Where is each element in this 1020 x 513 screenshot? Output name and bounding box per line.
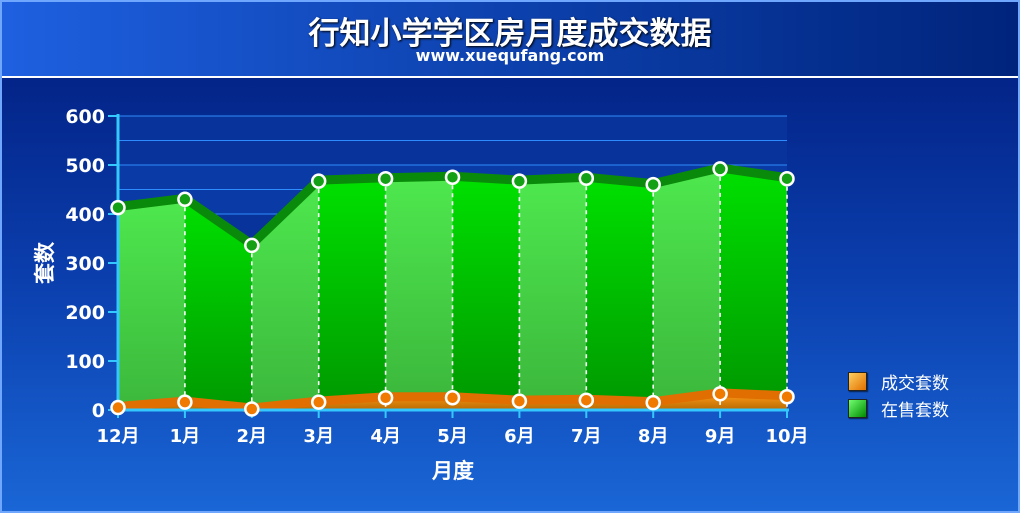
chart-subtitle: www.xuequfang.com: [415, 46, 605, 65]
data-point-deals: [511, 393, 528, 409]
data-point-listings: [779, 170, 795, 187]
legend-label-deals: 成交套数: [881, 374, 949, 394]
x-tick-label: 8月: [638, 426, 669, 447]
data-point-deals: [110, 399, 126, 416]
chart-legend: 成交套数 在售套数: [848, 368, 949, 422]
y-tick-label: 400: [65, 204, 105, 226]
legend-swatch-deals: [848, 372, 867, 391]
data-point-deals: [244, 401, 260, 417]
data-point-listings: [645, 176, 661, 193]
area-segment-listings: [118, 199, 185, 408]
x-tick-label: 5月: [437, 426, 468, 447]
data-point-listings: [712, 161, 728, 177]
data-point-deals: [177, 394, 193, 410]
data-point-listings: [444, 169, 461, 185]
data-point-listings: [377, 170, 394, 187]
x-tick-label: 10月: [765, 426, 808, 447]
legend-swatch-listings: [848, 399, 867, 418]
y-tick-label: 100: [65, 351, 105, 373]
area-segment-listings: [586, 178, 654, 403]
area-segment-listings: [452, 177, 520, 402]
area-segment-listings: [251, 181, 319, 410]
y-tick-label: 200: [65, 302, 105, 324]
x-tick-label: 12月: [96, 426, 139, 447]
legend-label-listings: 在售套数: [881, 401, 949, 421]
x-tick-label: 7月: [571, 426, 602, 447]
legend-item-deals: 成交套数: [848, 368, 949, 395]
data-point-listings: [578, 170, 595, 186]
y-tick-label: 0: [92, 400, 105, 422]
area-segment-listings: [184, 199, 252, 410]
area-segment-listings: [519, 178, 587, 402]
legend-item-listings: 在售套数: [848, 395, 949, 422]
y-tick-label: 600: [65, 106, 105, 128]
data-point-listings: [310, 173, 327, 189]
x-tick-label: 3月: [303, 426, 334, 447]
x-tick-label: 1月: [170, 426, 201, 447]
data-point-deals: [712, 386, 728, 402]
x-tick-label: 9月: [705, 426, 736, 447]
y-axis-title: 套数: [33, 241, 57, 284]
data-point-deals: [310, 394, 327, 410]
data-point-deals: [444, 390, 461, 406]
x-tick-label: 2月: [237, 426, 268, 447]
data-point-listings: [110, 199, 126, 216]
data-point-deals: [578, 392, 595, 408]
y-tick-label: 300: [65, 253, 105, 275]
data-point-listings: [511, 173, 528, 189]
chart-title: 行知小学学区房月度成交数据: [308, 16, 712, 52]
x-tick-label: 6月: [504, 426, 535, 447]
data-point-deals: [645, 394, 661, 411]
chart-header: [2, 2, 1018, 78]
data-point-deals: [779, 389, 795, 405]
data-point-listings: [244, 237, 260, 254]
area-segment-listings: [385, 177, 453, 398]
x-axis-title: 月度: [431, 459, 474, 483]
data-point-deals: [377, 390, 394, 406]
y-tick-label: 500: [65, 155, 105, 177]
area-segment-listings: [720, 168, 787, 397]
data-point-listings: [177, 191, 193, 208]
area-segment-listings: [318, 178, 386, 403]
x-tick-label: 4月: [370, 426, 401, 447]
area-segment-listings: [653, 168, 721, 403]
